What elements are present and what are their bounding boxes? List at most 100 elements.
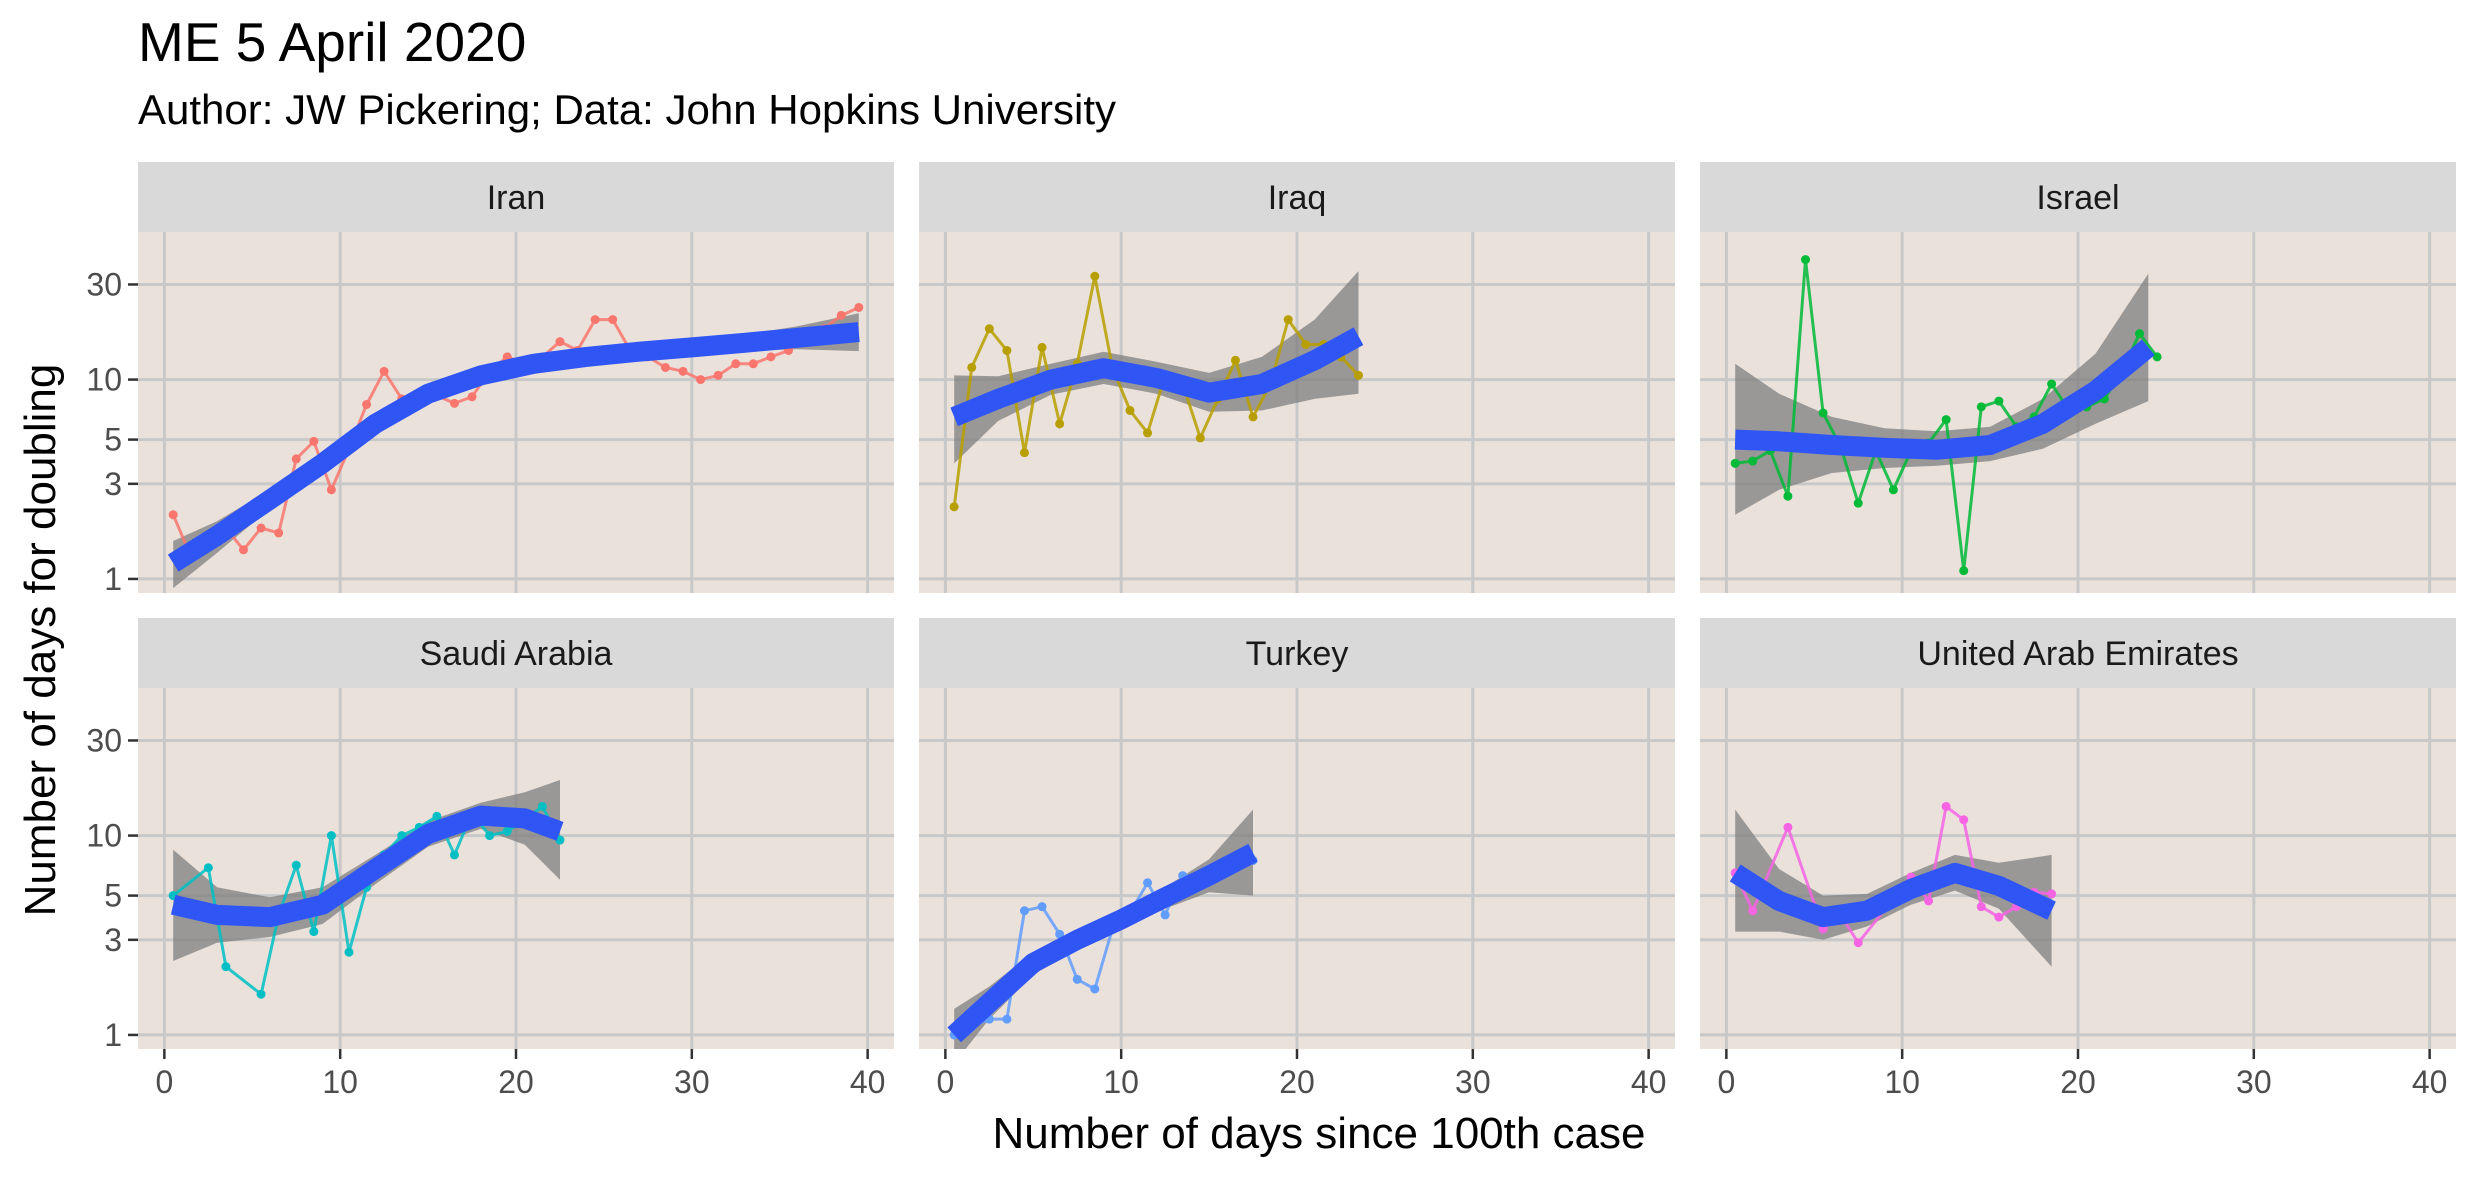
data-point <box>203 863 213 873</box>
data-point <box>1976 902 1986 912</box>
data-point <box>1143 878 1153 888</box>
x-tick-label: 40 <box>2412 1064 2448 1100</box>
smooth-trend-line <box>1729 862 2056 928</box>
panel-marks <box>1730 255 2162 576</box>
data-point <box>309 436 319 446</box>
panel-marks <box>167 302 864 589</box>
chart-subtitle: Author: JW Pickering; Data: John Hopkins… <box>138 86 1117 133</box>
data-point <box>256 523 266 533</box>
data-point <box>1195 433 1205 443</box>
data-point <box>537 801 547 811</box>
y-axis-title: Number of days for doubling <box>16 364 65 917</box>
data-point <box>713 370 723 380</box>
facet-strip-label: Turkey <box>1246 635 1349 673</box>
y-tick-label: 3 <box>104 466 122 502</box>
data-point <box>379 366 389 376</box>
smooth-trend-line <box>950 327 1364 427</box>
x-tick-label: 0 <box>936 1064 954 1100</box>
facet-iraq: Iraq <box>919 162 1675 593</box>
smooth-trend-line <box>947 843 1258 1043</box>
facet-strip-label: Israel <box>2036 179 2119 217</box>
data-point <box>238 545 248 555</box>
data-point <box>1748 906 1758 916</box>
data-point <box>1994 912 2004 922</box>
facet-israel: Israel <box>1700 162 2456 593</box>
x-tick-label: 30 <box>674 1064 710 1100</box>
data-point <box>1002 345 1012 355</box>
data-point <box>1818 408 1828 418</box>
y-tick-label: 3 <box>104 922 122 958</box>
data-point <box>2047 379 2057 389</box>
y-tick-label: 10 <box>86 818 122 854</box>
facet-united-arab-emirates: United Arab Emirates 0 10 20 30 40 <box>1700 618 2456 1100</box>
x-tick-label: 20 <box>498 1064 534 1100</box>
data-point <box>836 310 846 320</box>
data-point <box>344 947 354 957</box>
data-point <box>1783 822 1793 832</box>
panel-marks <box>949 271 1364 512</box>
data-point <box>326 485 336 495</box>
data-point <box>748 359 758 369</box>
data-point <box>1090 271 1100 281</box>
data-point <box>397 831 407 841</box>
x-tick-label: 40 <box>1631 1064 1667 1100</box>
data-point <box>1959 566 1969 576</box>
data-point <box>2047 889 2057 899</box>
data-point <box>309 927 319 937</box>
smooth-trend-line <box>167 322 860 572</box>
data-point <box>608 315 618 325</box>
x-tick-label: 10 <box>1103 1064 1139 1100</box>
y-tick-label: 30 <box>86 722 122 758</box>
facet-strip <box>919 618 1675 688</box>
data-point <box>291 454 301 464</box>
facet-strip <box>919 162 1675 232</box>
data-point <box>1283 315 1293 325</box>
data-point <box>1037 902 1047 912</box>
data-point <box>1230 355 1240 365</box>
panel-marks <box>1729 801 2057 967</box>
data-point <box>467 392 477 402</box>
data-point <box>1037 342 1047 352</box>
data-point <box>967 362 977 372</box>
data-point <box>449 850 459 860</box>
data-point <box>502 826 512 836</box>
data-point <box>1354 370 1364 380</box>
smooth-trend-line <box>1734 339 2155 460</box>
x-tick-label: 10 <box>322 1064 358 1100</box>
data-point <box>949 502 959 512</box>
data-point <box>1941 415 1951 425</box>
facet-iran: Iran 1 3 5 10 30 <box>86 162 894 597</box>
data-point <box>1959 815 1969 825</box>
facet-strip <box>138 618 894 688</box>
data-point <box>1160 910 1170 920</box>
y-tick-label: 5 <box>104 878 122 914</box>
facet-strip-label: Saudi Arabia <box>420 635 613 673</box>
x-tick-label: 0 <box>1717 1064 1735 1100</box>
data-point <box>485 831 495 841</box>
series-line <box>952 275 1360 507</box>
data-point <box>1783 491 1793 501</box>
facet-strip-label: Iraq <box>1268 179 1327 217</box>
data-point <box>1941 801 1951 811</box>
y-tick-label: 1 <box>104 1017 122 1053</box>
data-point <box>1994 396 2004 406</box>
data-point <box>1090 984 1100 994</box>
x-tick-label: 30 <box>1455 1064 1491 1100</box>
data-point <box>432 811 442 821</box>
panel-marks <box>168 780 565 999</box>
smooth-trend-line <box>170 805 564 928</box>
data-point <box>1019 906 1029 916</box>
data-point <box>1055 929 1065 939</box>
data-point <box>2135 329 2145 339</box>
facet-strip-label: Iran <box>487 179 546 217</box>
data-point <box>168 510 178 520</box>
confidence-band <box>954 271 1359 464</box>
data-point <box>1730 458 1740 468</box>
data-point <box>590 315 600 325</box>
facet-saudi-arabia: Saudi Arabia 1 3 5 10 30 0 10 20 30 40 <box>86 618 894 1100</box>
y-tick-label: 30 <box>86 266 122 302</box>
x-tick-label: 0 <box>155 1064 173 1100</box>
data-point <box>1924 896 1934 906</box>
data-point <box>1019 448 1029 458</box>
